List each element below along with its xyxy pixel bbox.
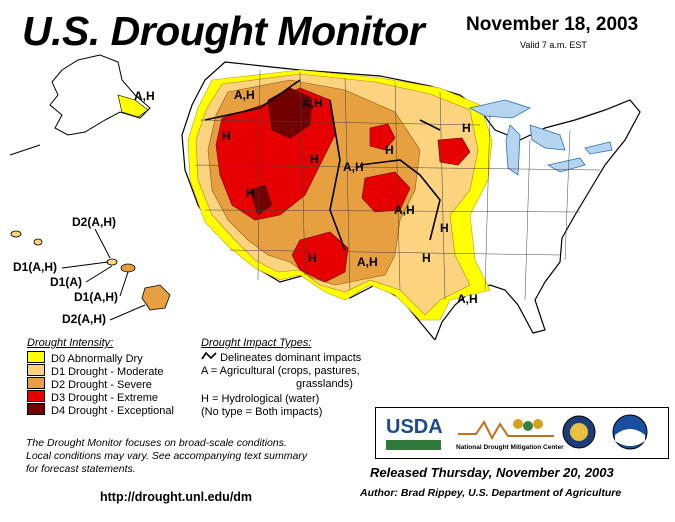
- legend-item-d4: D4 Drought - Exceptional: [27, 403, 174, 417]
- map-title: U.S. Drought Monitor: [22, 8, 425, 54]
- region-d4-2: [249, 184, 273, 216]
- source-url[interactable]: http://drought.unl.edu/dm: [100, 490, 253, 504]
- drought-map: A,H A,H A,H H H A,H A,H H H H H H A,H H …: [9, 54, 641, 340]
- legend-item-d2: D2 Drought - Severe: [27, 377, 174, 391]
- great-lakes: [468, 99, 613, 176]
- impact-title: Drought Impact Types:: [201, 337, 312, 349]
- legend-item-d1: D1 Drought - Moderate: [27, 364, 174, 378]
- region-d3-dakota: [369, 123, 396, 151]
- hawaii: [10, 230, 171, 311]
- region-d4: [267, 87, 313, 139]
- hawaii-leader-lines: [61, 228, 146, 321]
- state-lines: [194, 69, 601, 301]
- noaa-seal: [612, 414, 648, 450]
- label-iowa: H: [385, 143, 394, 157]
- label-hawaii-1: D2(A,H): [72, 215, 116, 229]
- region-d3-minnesota: [437, 137, 471, 166]
- ndmc-logo: [458, 419, 554, 441]
- impact-both: (No type = Both impacts): [201, 406, 323, 418]
- alaska: [9, 54, 151, 156]
- ndmc-name: National Drought Mitigation Center: [456, 444, 564, 451]
- impact-line: Delineates dominant impacts: [201, 351, 361, 364]
- label-hawaii-5: D2(A,H): [62, 312, 106, 326]
- label-nw-montana: A,H: [234, 88, 255, 102]
- label-dakotas: A,H: [343, 160, 364, 174]
- label-nebraska: A,H: [394, 203, 415, 217]
- label-wyoming: H: [310, 152, 319, 166]
- swatch-d4: [27, 403, 45, 415]
- label-hawaii-2: D1(A,H): [13, 260, 57, 274]
- usda-logo: USDA: [386, 416, 443, 438]
- valid-time: Valid 7 a.m. EST: [520, 40, 587, 50]
- label-arkansas: H: [422, 251, 431, 265]
- label-minnesota: H: [462, 121, 471, 135]
- partner-logos: USDA National Drought Mitigation Center: [375, 407, 669, 459]
- swatch-d0: [27, 351, 45, 363]
- label-central-montana: A,H: [302, 96, 323, 110]
- author: Author: Brad Rippey, U.S. Department of …: [360, 487, 622, 499]
- impact-hyd: H = Hydrological (water): [201, 393, 320, 405]
- impact-line-icon: [201, 351, 217, 360]
- swatch-d1: [27, 364, 45, 376]
- disclaimer: The Drought Monitor focuses on broad-sca…: [26, 437, 308, 475]
- label-new-mexico: H: [308, 251, 317, 265]
- swatch-d2: [27, 377, 45, 389]
- label-alaska: A,H: [134, 89, 155, 103]
- doc-seal: [562, 415, 596, 449]
- map-date: November 18, 2003: [466, 14, 639, 35]
- release-date: Released Thursday, November 20, 2003: [370, 465, 614, 480]
- legend-title: Drought Intensity:: [27, 337, 114, 349]
- legend-item-d0: D0 Abnormally Dry: [27, 351, 174, 365]
- label-idaho: H: [222, 129, 231, 143]
- label-hawaii-3: D1(A): [50, 275, 82, 289]
- legend: D0 Abnormally Dry D1 Drought - Moderate …: [27, 351, 174, 417]
- impact-ag-cont: grasslands): [296, 378, 353, 390]
- label-louisiana: A,H: [457, 292, 478, 306]
- label-texas: A,H: [357, 255, 378, 269]
- label-hawaii-4: D1(A,H): [74, 290, 118, 304]
- label-missouri: H: [440, 221, 449, 235]
- legend-item-d3: D3 Drought - Extreme: [27, 390, 174, 404]
- region-d3-southwest: [291, 231, 349, 283]
- usda-logo-bar: [386, 440, 441, 450]
- label-utah: H: [246, 186, 255, 200]
- impact-lines: [204, 79, 441, 251]
- impact-ag: A = Agricultural (crops, pastures,: [201, 365, 360, 377]
- swatch-d3: [27, 390, 45, 402]
